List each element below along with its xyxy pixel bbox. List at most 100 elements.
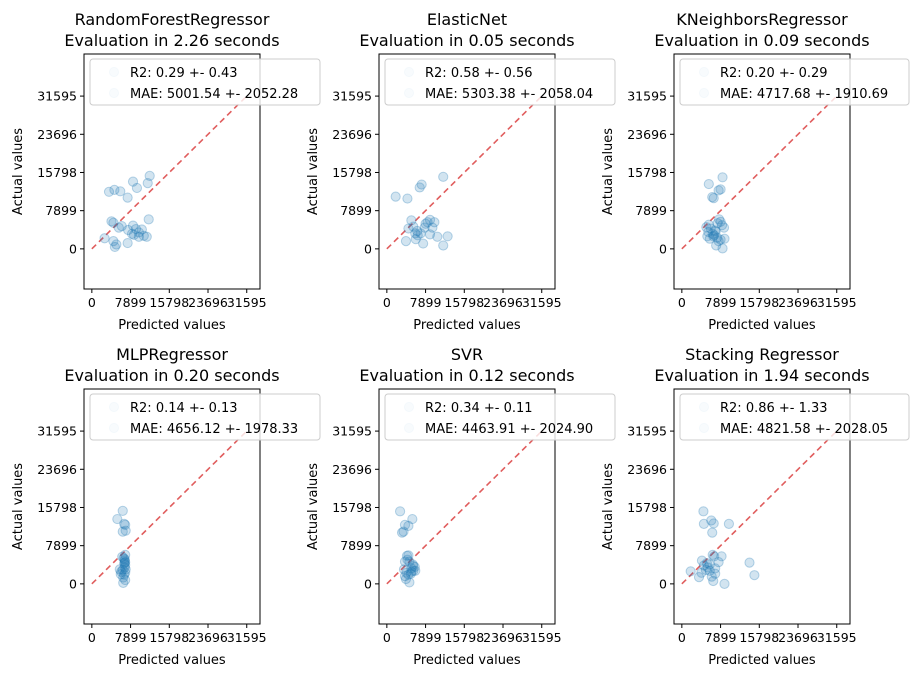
scatter-point [394, 506, 406, 517]
x-tick-label: 7899 [410, 630, 442, 645]
legend-entry: R2: 0.86 +- 1.33 [720, 401, 828, 416]
scatter-point [422, 217, 433, 228]
legend: R2: 0.34 +- 0.11 MAE: 4463.91 +- 2024.90 [384, 393, 616, 441]
scatter-point [115, 186, 126, 197]
y-tick-label: 23696 [332, 127, 372, 142]
scatter-point [698, 506, 709, 517]
scatter-point [424, 229, 436, 240]
scatter-point [401, 550, 413, 561]
scatter-point [704, 559, 715, 570]
scatter-point [108, 217, 119, 228]
axes-frame [673, 53, 851, 290]
y-tick-label: 7899 [45, 538, 77, 553]
scatter-point [118, 577, 129, 588]
scatter-point [713, 236, 724, 247]
legend-entry: MAE: 5001.54 +- 2052.28 [130, 87, 298, 102]
x-tick-label: 7899 [115, 295, 147, 310]
scatter-point [710, 563, 721, 574]
scatter-point [136, 224, 147, 235]
y-tick-label: 0 [69, 576, 77, 591]
legend-entry: MAE: 4656.12 +- 1978.33 [130, 422, 298, 437]
scatter-point [119, 557, 130, 568]
subplot-6: Stacking Regressor Evaluation in 1.94 sec… [601, 345, 910, 668]
y-tick-label: 23696 [37, 462, 77, 477]
scatter-point [708, 518, 719, 529]
scatter-point [698, 560, 710, 571]
legend: R2: 0.14 +- 0.13 MAE: 4656.12 +- 1978.33 [89, 393, 321, 441]
scatter-point [117, 505, 128, 516]
scatter-point [396, 527, 408, 538]
scatter-point [429, 217, 440, 228]
axes-frame [673, 388, 851, 625]
y-tick-label: 15798 [332, 500, 372, 515]
x-tick-label: 23696 [778, 295, 818, 310]
legend-entry: R2: 0.58 +- 0.56 [425, 66, 533, 81]
scatter-point [410, 565, 421, 576]
subplot-subtitle: Evaluation in 2.26 seconds [64, 31, 279, 50]
scatter-point [399, 556, 411, 567]
y-tick-label: 7899 [45, 203, 77, 218]
x-tick-label: 7899 [410, 295, 442, 310]
legend-box [384, 58, 616, 106]
legend-marker [404, 67, 413, 76]
scatter-point [127, 220, 139, 231]
x-tick-label: 31595 [522, 295, 562, 310]
x-tick-label: 7899 [115, 630, 147, 645]
scatter-point [400, 573, 412, 585]
y-tick-label: 0 [364, 576, 372, 591]
scatter-point [398, 564, 410, 575]
x-tick-label: 0 [88, 295, 96, 310]
scatter-point [693, 571, 705, 583]
x-tick-label: 31595 [227, 630, 267, 645]
scatter-point [128, 229, 140, 240]
x-tick-label: 31595 [817, 630, 857, 645]
scatter-point [412, 230, 423, 241]
legend-marker [109, 402, 118, 411]
scatter-point [407, 513, 418, 525]
scatter-point [438, 240, 449, 251]
diagonal-line [91, 95, 248, 250]
scatter-point [404, 556, 415, 567]
legend-entry: MAE: 4717.68 +- 1910.69 [720, 87, 888, 102]
legend: R2: 0.86 +- 1.33 MAE: 4821.58 +- 2028.05 [679, 393, 910, 441]
scatter-point [414, 182, 425, 193]
scatter-point [116, 566, 127, 577]
scatter-point [123, 224, 134, 236]
y-tick-label: 23696 [332, 462, 372, 477]
legend-box [384, 393, 616, 441]
scatter-point [99, 233, 110, 244]
y-tick-label: 31595 [332, 424, 372, 439]
scatter-point [712, 232, 723, 243]
scatter-point [442, 231, 453, 242]
scatter-point [119, 555, 130, 566]
axes-frame [83, 388, 261, 625]
y-tick-label: 15798 [332, 165, 372, 180]
scatter-point [707, 228, 718, 239]
legend-box [89, 58, 321, 106]
legend-box [679, 393, 910, 441]
scatter-point [402, 554, 413, 565]
scatter-point [402, 193, 413, 204]
scatter-point [120, 564, 131, 575]
y-tick-label: 0 [69, 241, 77, 256]
scatter-point [122, 192, 133, 203]
scatter-point [403, 520, 414, 531]
x-tick-label: 0 [678, 295, 686, 310]
scatter-point [716, 220, 728, 231]
scatter-point [708, 231, 719, 242]
scatter-point [715, 216, 726, 227]
scatter-point [406, 566, 417, 577]
legend-entry: MAE: 4463.91 +- 2024.90 [425, 422, 593, 437]
x-tick-label: 7899 [705, 295, 737, 310]
scatter-point [709, 551, 720, 562]
scatter-point [706, 515, 717, 526]
subplot-subtitle: Evaluation in 0.12 seconds [359, 366, 574, 385]
scatter-point [412, 225, 423, 237]
scatter-point [703, 226, 714, 238]
x-tick-label: 15798 [149, 630, 189, 645]
legend: R2: 0.20 +- 0.29 MAE: 4717.68 +- 1910.69 [679, 58, 910, 106]
scatter-point [120, 574, 131, 586]
subplot-subtitle: Evaluation in 0.09 seconds [654, 31, 869, 50]
x-tick-label: 15798 [149, 295, 189, 310]
scatter-point [712, 218, 723, 229]
